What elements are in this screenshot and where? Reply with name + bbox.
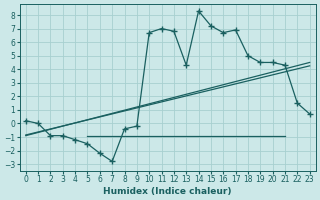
X-axis label: Humidex (Indice chaleur): Humidex (Indice chaleur) <box>103 187 232 196</box>
